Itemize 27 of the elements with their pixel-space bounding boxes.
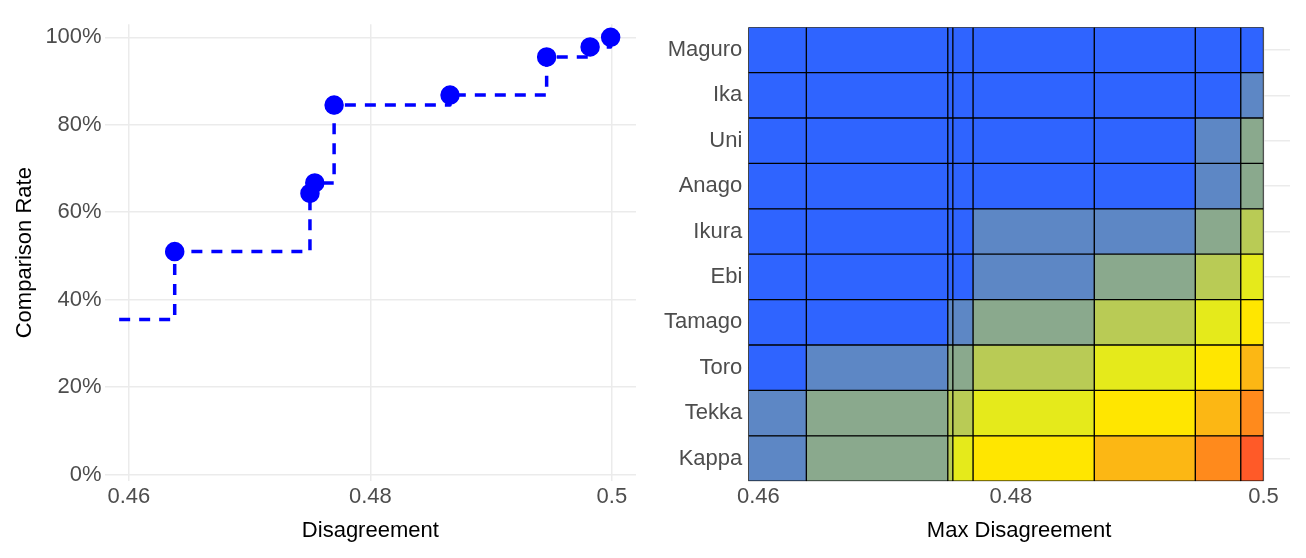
y-tick-label: Maguro	[667, 35, 743, 61]
y-tick-label: Anago	[678, 172, 743, 198]
y-tick-label: Toro	[699, 353, 743, 379]
y-tick-label: 40%	[57, 285, 102, 311]
y-tick-label: Tekka	[684, 399, 744, 425]
y-tick-label: Ika	[712, 81, 744, 107]
y-tick-label: Ikura	[693, 217, 744, 243]
x-axis-title: Disagreement	[301, 516, 439, 542]
x-tick-label: 0.48	[348, 483, 392, 509]
point	[164, 241, 185, 262]
x-tick-label: 0.46	[736, 483, 780, 509]
y-tick-label: 80%	[57, 110, 102, 136]
x-axis-title: Max Disagreement	[926, 516, 1112, 542]
x-tick-label: 0.5	[596, 483, 628, 509]
y-tick-label: 60%	[57, 198, 102, 224]
y-axis-title: Comparison Rate	[11, 167, 37, 339]
x-tick-label: 0.46	[107, 483, 151, 509]
x-tick-label: 0.5	[1248, 483, 1279, 509]
y-tick-label: 100%	[45, 23, 102, 49]
y-tick-label: 20%	[57, 373, 102, 399]
y-tick-label: 0%	[69, 460, 102, 486]
y-tick-label: Ebi	[710, 262, 743, 288]
x-tick-label: 0.48	[989, 483, 1033, 509]
point	[600, 27, 621, 48]
y-tick-label: Kappa	[678, 444, 744, 470]
y-tick-label: Tamago	[663, 308, 743, 334]
y-tick-label: Uni	[709, 126, 743, 152]
